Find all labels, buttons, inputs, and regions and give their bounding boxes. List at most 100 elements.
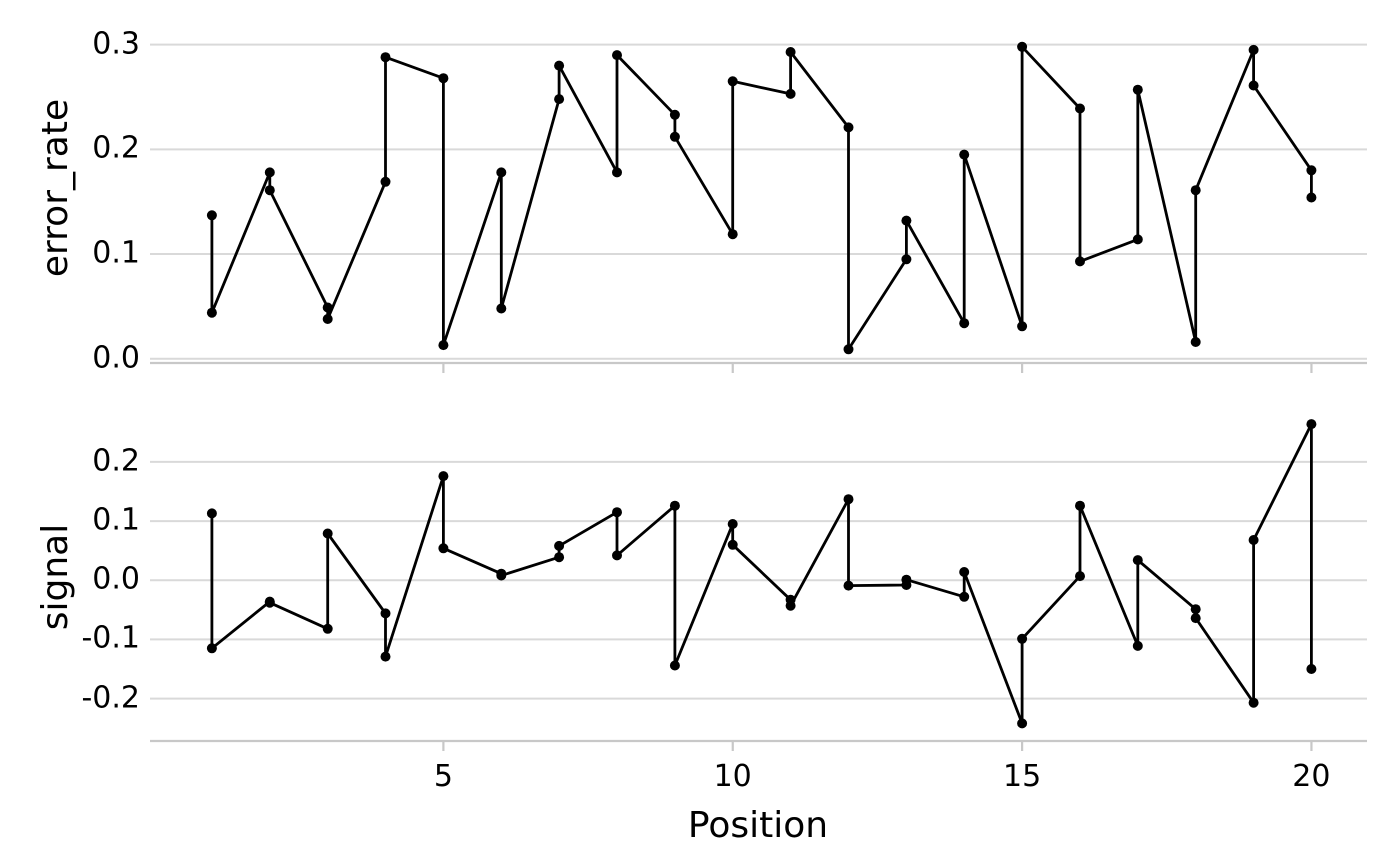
data-point <box>1017 321 1028 332</box>
data-point <box>612 167 622 178</box>
data-point <box>438 543 449 554</box>
data-point <box>322 528 333 539</box>
panel-0-axis <box>150 361 1367 373</box>
x-tick-label: 20 <box>1292 759 1331 794</box>
data-point <box>669 660 680 671</box>
data-point <box>669 500 680 511</box>
data-point <box>901 254 912 265</box>
data-point <box>1190 613 1201 624</box>
y-tick-label: 0.0 <box>92 561 140 597</box>
x-axis-label: Position <box>687 805 829 846</box>
data-point <box>438 340 449 351</box>
data-point <box>1306 664 1317 674</box>
data-point <box>843 494 854 505</box>
y-tick-label: 0.2 <box>92 443 140 479</box>
data-point <box>554 552 565 563</box>
data-point <box>669 109 680 120</box>
data-point <box>1075 500 1085 511</box>
data-point <box>843 122 854 133</box>
data-point <box>727 229 738 240</box>
data-point <box>322 314 333 324</box>
data-point <box>206 508 217 519</box>
y-tick-label: 0.1 <box>92 502 140 538</box>
data-line <box>210 422 1313 725</box>
data-point <box>1306 192 1317 203</box>
data-point <box>727 519 738 529</box>
data-point <box>496 570 507 581</box>
data-point <box>785 88 796 99</box>
x-tick-label: 15 <box>1003 759 1042 794</box>
data-point <box>612 550 622 561</box>
data-point <box>206 643 217 654</box>
data-point <box>1017 718 1028 729</box>
y-tick-label: -0.1 <box>81 620 140 656</box>
data-point <box>1248 535 1259 545</box>
data-point <box>612 507 622 518</box>
y-axis-label-error-rate: error_rate <box>35 98 76 278</box>
y-tick-label: -0.2 <box>81 679 140 715</box>
data-line <box>210 45 1313 351</box>
x-tick-label: 5 <box>433 759 453 794</box>
data-point <box>1017 633 1028 644</box>
y-tick-label: 0.2 <box>92 130 140 166</box>
panel-error-rate <box>150 41 1367 373</box>
data-point <box>959 318 970 329</box>
data-point <box>380 52 391 63</box>
panel-0-gridlines <box>150 43 1367 360</box>
data-point <box>1306 165 1317 176</box>
data-point <box>959 591 970 602</box>
data-point <box>264 167 275 178</box>
data-point <box>785 47 796 57</box>
data-point <box>1132 234 1143 245</box>
data-point <box>206 307 217 318</box>
y-axis-label-signal: signal <box>35 523 76 631</box>
data-point <box>264 185 275 196</box>
data-point <box>1132 555 1143 566</box>
data-point <box>554 94 565 105</box>
data-point <box>1017 41 1028 52</box>
data-point <box>901 574 912 585</box>
y-tick-label: 0.1 <box>92 235 140 271</box>
data-point <box>554 60 565 71</box>
data-point <box>438 471 449 482</box>
data-point <box>1075 571 1085 582</box>
x-tick-label: 10 <box>713 759 752 794</box>
data-point <box>612 50 622 61</box>
data-point <box>1075 256 1085 267</box>
data-point <box>554 540 565 551</box>
data-point <box>322 623 333 634</box>
data-point <box>1306 419 1317 430</box>
data-point <box>1248 697 1259 708</box>
data-point <box>1190 337 1201 347</box>
panel-signal <box>150 419 1367 751</box>
y-tick-label: 0.0 <box>92 340 140 376</box>
data-point <box>380 176 391 187</box>
data-point <box>669 131 680 142</box>
data-point <box>1132 84 1143 95</box>
panel-1-data <box>206 419 1317 729</box>
data-point <box>264 597 275 608</box>
data-point <box>1132 640 1143 651</box>
data-point <box>380 651 391 662</box>
data-point <box>843 580 854 591</box>
data-point <box>206 210 217 221</box>
data-point <box>727 539 738 550</box>
data-point <box>1190 604 1201 615</box>
panel-0-data <box>206 41 1317 355</box>
data-point <box>380 608 391 619</box>
data-point <box>496 303 507 314</box>
data-point <box>727 76 738 87</box>
data-point <box>1248 80 1259 91</box>
data-point <box>959 149 970 160</box>
data-point <box>785 600 796 611</box>
panel-1-gridlines <box>150 460 1367 700</box>
y-tick-label: 0.3 <box>92 26 140 62</box>
data-point <box>901 215 912 226</box>
panel-1-axis <box>150 739 1367 751</box>
data-point <box>496 167 507 178</box>
data-point <box>843 344 854 355</box>
data-point <box>1190 185 1201 196</box>
data-point <box>438 73 449 84</box>
